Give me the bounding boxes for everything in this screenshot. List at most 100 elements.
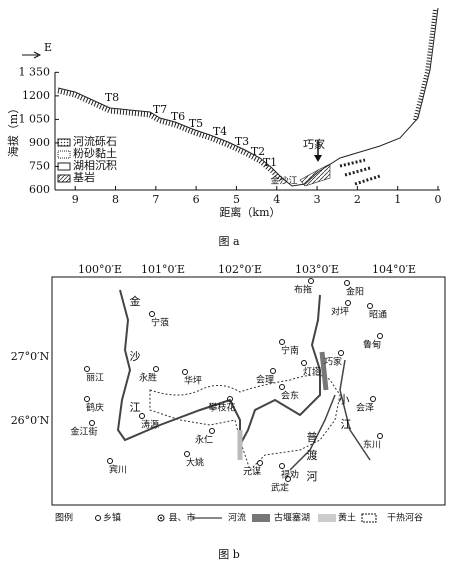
lon-label: 100°0′E xyxy=(78,263,122,276)
place-label: 宁蒗 xyxy=(151,317,169,329)
place-label: 永仁 xyxy=(195,434,213,446)
place-label: 会东 xyxy=(281,390,299,402)
x-axis-title: 距离（km） xyxy=(219,205,280,219)
terrace-label: T3 xyxy=(235,135,249,148)
place-label: 元谋 xyxy=(243,467,261,478)
x-tick-label: 1 xyxy=(394,193,401,206)
place-marker xyxy=(279,463,285,469)
x-tick-label: 2 xyxy=(354,193,361,206)
place-label: 东川 xyxy=(363,439,381,451)
place-marker xyxy=(301,360,307,366)
map xyxy=(116,289,371,471)
river-label: 沙 xyxy=(130,350,141,363)
place-label: 巧家 xyxy=(324,356,342,368)
place-label: 金江街 xyxy=(70,426,97,438)
legend-label: 湖相沉积 xyxy=(73,159,117,172)
legend-b-symbols xyxy=(95,513,377,523)
place-marker xyxy=(184,451,190,457)
terrace-label: T2 xyxy=(251,145,265,158)
terrace-label: T1 xyxy=(263,156,277,169)
x-tick-label: 8 xyxy=(112,193,119,206)
lat-label: 26°0′N xyxy=(11,414,50,427)
river-label: 金 xyxy=(130,294,141,308)
place-label: 华坪 xyxy=(184,375,202,387)
river-label: 普 xyxy=(307,430,318,444)
river-label: 江 xyxy=(130,401,141,414)
profile xyxy=(22,7,439,187)
lon-label: 101°0′E xyxy=(141,263,185,276)
legend-label: 图例 xyxy=(55,512,73,524)
legend-label: 河流砾石 xyxy=(73,134,117,148)
terrace-label: T4 xyxy=(213,125,227,138)
lon-label: 103°0′E xyxy=(295,263,339,276)
x-tick-label: 5 xyxy=(233,193,240,206)
legend-label: 基岩 xyxy=(73,170,95,184)
direction-label: E xyxy=(44,41,52,54)
place-label: 攀枝花 xyxy=(208,402,235,414)
place-marker xyxy=(285,476,291,482)
terrace-label: T5 xyxy=(189,117,203,130)
terrace-label: T7 xyxy=(153,103,167,116)
place-marker xyxy=(367,303,373,309)
place-marker xyxy=(279,384,285,390)
map-frame xyxy=(51,276,446,506)
place-marker xyxy=(345,300,351,306)
river-label: 渡 xyxy=(307,448,318,462)
river-label: 河 xyxy=(307,470,318,483)
place-marker xyxy=(209,428,215,434)
place-marker xyxy=(89,420,95,426)
legend-label: 河流 xyxy=(228,512,246,524)
caption: 图 a xyxy=(218,235,239,248)
place-label: 永胜 xyxy=(139,372,157,384)
place-label: 大姚 xyxy=(186,457,204,469)
lon-label: 102°0′E xyxy=(218,263,262,276)
x-tick-label: 6 xyxy=(193,193,200,206)
river-label: 小 xyxy=(339,393,350,406)
place-label: 会泽 xyxy=(356,402,374,414)
place-marker xyxy=(308,278,314,284)
terrace-label: T8 xyxy=(105,91,119,104)
x-tick-label: 4 xyxy=(273,193,280,206)
y-tick-label: 750 xyxy=(29,159,50,172)
river-label: 江 xyxy=(341,418,352,431)
place-marker xyxy=(338,350,344,356)
place-label: 丽江 xyxy=(86,373,104,384)
place-marker xyxy=(182,369,188,375)
legend-a xyxy=(57,138,71,183)
annotation: 金沙江 xyxy=(270,175,297,187)
place-marker xyxy=(257,460,263,466)
place-marker xyxy=(377,333,383,339)
place-label: 鹤庆 xyxy=(86,402,104,414)
place-marker xyxy=(377,433,383,439)
legend-label: 县、市 xyxy=(168,512,195,524)
x-tick-label: 9 xyxy=(72,193,79,206)
place-label: 鲁甸 xyxy=(363,339,381,351)
y-tick-label: 900 xyxy=(29,136,50,149)
place-label: 涛源 xyxy=(141,419,159,431)
x-tick-label: 0 xyxy=(435,193,442,206)
place-label: 布拖 xyxy=(294,284,312,296)
lon-label: 104°0′E xyxy=(372,263,416,276)
place-label: 宾川 xyxy=(109,464,127,476)
x-tick-label: 3 xyxy=(314,193,321,206)
x-tick-label: 7 xyxy=(152,193,159,206)
caption: 图 b xyxy=(218,548,240,561)
y-tick-label: 1 050 xyxy=(19,112,51,125)
place-marker xyxy=(84,366,90,372)
place-label: 灯塔 xyxy=(303,366,321,378)
place-marker xyxy=(370,396,376,402)
terrace-label: T6 xyxy=(171,110,185,123)
legend-label: 乡镇 xyxy=(103,512,121,524)
place-marker xyxy=(84,396,90,402)
y-tick-label: 1200 xyxy=(22,89,50,102)
place-marker xyxy=(153,366,159,372)
place-marker xyxy=(227,396,233,402)
place-label: 金阳 xyxy=(346,286,364,298)
place-marker xyxy=(279,339,285,345)
place-label: 会理 xyxy=(256,374,274,386)
place-marker xyxy=(270,368,276,374)
place-label: 武定 xyxy=(271,482,289,494)
legend-label: 粉砂黏土 xyxy=(73,146,117,160)
legend-label: 干热河谷 xyxy=(387,512,423,524)
